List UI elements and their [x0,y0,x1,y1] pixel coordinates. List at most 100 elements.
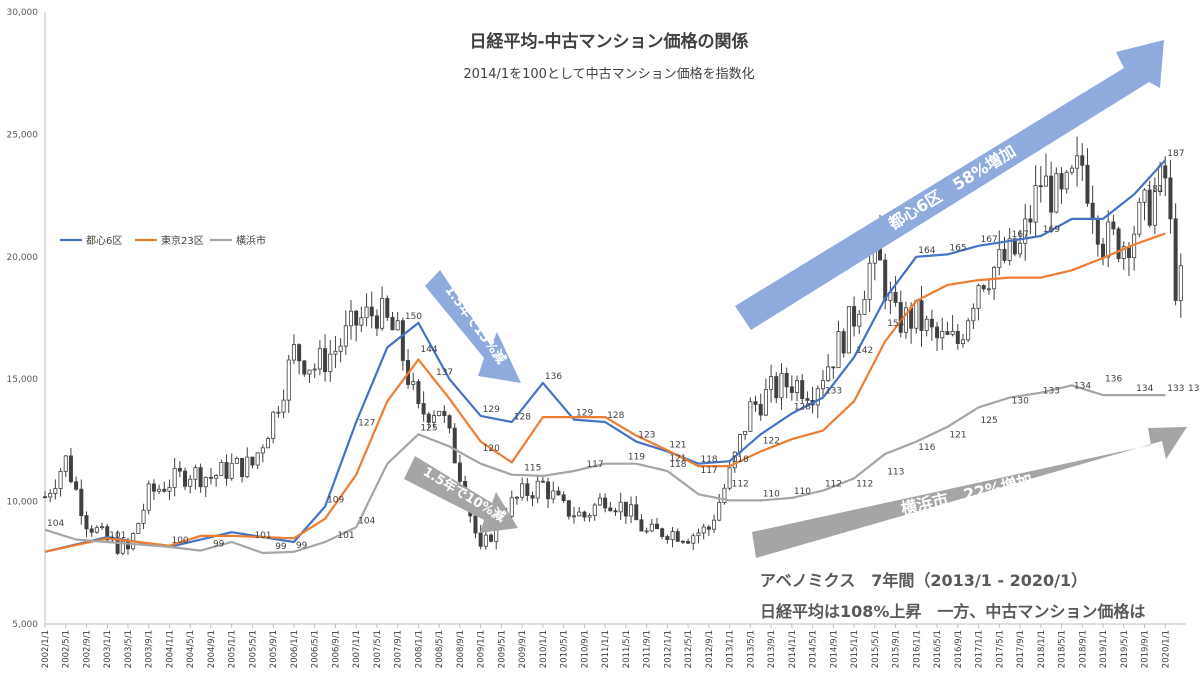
nikkei-candle [1018,242,1023,255]
nikkei-candle [136,523,141,534]
note-abenomics-period: アベノミクス 7年間（2013/1 - 2020/1） [760,571,1087,590]
data-labels: 150 137 129 136 129 128 123 121 128 133 142 164 165 1… [47,149,1200,552]
nikkei-candle [566,500,571,517]
nikkei-candle [696,532,701,537]
nikkei-candle [686,541,691,544]
nikkei-candle [753,401,758,405]
nikkei-candle [333,350,338,355]
nikkei-candle [1054,173,1059,213]
series-line [44,384,1166,555]
x-tick-label: 2011/1/1 [601,630,611,668]
nikkei-candle [48,493,53,498]
nikkei-candle [260,447,265,454]
nikkei-candle [665,536,670,540]
nikkei-candle [323,348,328,373]
x-tick-label: 2016/1/1 [912,630,922,668]
nikkei-candle [976,285,981,309]
nikkei-candle [68,455,73,483]
nikkei-candle [929,318,934,328]
chart-subtitle: 2014/1を100として中古マンション価格を指数化 [463,66,754,82]
nikkei-candle [701,526,706,534]
series-data-label: 150 [405,312,422,322]
nikkei-candle [442,410,447,417]
series-data-label: 99 [275,542,287,552]
x-tick-label: 2007/1/1 [352,630,362,668]
nikkei-candle [1012,238,1017,255]
legend-label-yokohama: 横浜市 [236,234,266,247]
nikkei-candle [836,331,841,369]
x-tick-label: 2009/5/1 [497,630,507,668]
nikkei-candle [654,523,659,530]
nikkei-candle [1007,238,1012,261]
series-data-label: 128 [794,402,811,412]
arrow-decline-blue [425,270,521,383]
x-tick-label: 2003/5/1 [124,630,134,668]
nikkei-candle [789,386,794,393]
x-tick-label: 2014/9/1 [829,630,839,668]
nikkei-candle [748,401,753,432]
series-data-label: 118 [732,455,749,465]
nikkei-candle [945,331,950,335]
chart-title: 日経平均-中古マンション価格の関係 [469,31,748,52]
nikkei-candle [706,526,711,530]
series-data-label: 130 [1012,396,1029,406]
x-tick-label: 2015/1/1 [850,630,860,668]
nikkei-candle [364,306,369,319]
nikkei-candle [1064,171,1069,190]
x-tick-label: 2004/1/1 [165,630,175,668]
nikkei-candle [618,501,623,513]
series-data-label: 133 [1043,387,1060,397]
series-data-label: 181 [1147,185,1164,195]
x-tick-label: 2006/9/1 [331,630,341,668]
y-tick-label: 30,000 [7,8,39,18]
series-data-label: 136 [545,372,562,382]
nikkei-candle [374,315,379,329]
nikkei-candle [1121,246,1126,260]
series-data-label: 154 [887,319,904,329]
nikkei-candle [800,380,805,399]
x-tick-label: 2013/5/1 [746,630,756,668]
nikkei-candle [183,470,188,487]
nikkei-candle [1095,219,1100,245]
x-tick-label: 2019/9/1 [1141,630,1151,668]
y-axis: 5,000 10,000 15,000 20,000 25,000 30,000 [7,8,46,630]
x-tick-label: 2005/1/1 [228,630,238,668]
nikkei-candle [540,480,545,483]
nikkei-candle [198,467,203,488]
nikkei-candle [1002,248,1007,261]
nikkei-candle [224,462,229,479]
nikkei-candle [820,380,825,390]
series-data-label: 167 [981,235,998,245]
x-tick-label: 2011/9/1 [643,630,653,668]
x-tick-label: 2002/5/1 [62,630,72,668]
nikkei-candle [903,307,908,333]
nikkei-candle [208,476,213,479]
series-data-label: 128 [607,411,624,421]
nikkei-candle [343,325,348,347]
nikkei-candle [162,488,167,492]
nikkei-candle [297,344,302,362]
series-data-label: 134 [1188,384,1200,394]
x-tick-label: 2004/5/1 [186,630,196,668]
nikkei-candle [1059,173,1064,190]
nikkei-candle [266,438,271,449]
arrow-decline-blue-label: 1.5年で15%減 [441,282,509,367]
series-data-label: 125 [420,423,437,433]
series-data-label: 112 [732,480,749,490]
x-tick-label: 2014/1/1 [788,630,798,668]
nikkei-candle [385,298,390,318]
series-data-label: 187 [1167,149,1184,159]
x-tick-label: 2011/5/1 [622,630,632,668]
nikkei-candle [245,456,250,478]
series-data-label: 133 [1167,384,1184,394]
nikkei-candle [919,300,924,331]
arrow-yokohama-label: 横浜市 22%増加 [899,471,1034,519]
series-data-label: 116 [918,443,935,453]
nikkei-candle [380,298,385,329]
nikkei-candle [84,515,89,530]
nikkei-candle [1116,228,1121,260]
nikkei-candle [146,483,151,511]
nikkei-candle [660,528,665,537]
x-tick-label: 2018/5/1 [1058,630,1068,668]
nikkei-candle [639,519,644,532]
